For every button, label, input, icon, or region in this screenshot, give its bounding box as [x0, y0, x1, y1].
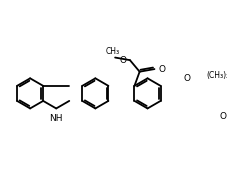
Text: O: O — [158, 65, 165, 74]
Text: O: O — [183, 74, 190, 84]
Text: CH₃: CH₃ — [105, 47, 119, 56]
Text: O: O — [119, 56, 126, 65]
Text: NH: NH — [48, 114, 62, 123]
Text: (CH₃)₂: (CH₃)₂ — [205, 71, 227, 80]
Text: O: O — [219, 112, 226, 121]
